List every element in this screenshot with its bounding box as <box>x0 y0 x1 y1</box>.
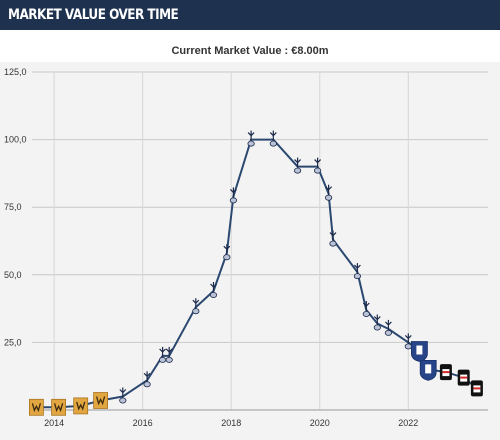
data-point <box>419 359 437 381</box>
line-layer <box>36 138 478 409</box>
cockerel-comb-icon <box>229 188 237 194</box>
data-point <box>209 282 218 298</box>
ball-icon <box>159 356 167 363</box>
ball-icon <box>269 140 277 147</box>
ball-icon <box>192 308 200 315</box>
ball-icon <box>294 167 302 174</box>
y-tick-label: 50,0 <box>4 270 22 280</box>
wolf-head-icon <box>76 401 86 411</box>
data-point <box>73 397 89 415</box>
cockerel-comb-icon <box>325 186 333 191</box>
ball-icon <box>143 381 151 388</box>
x-tick-label: 2014 <box>44 418 64 428</box>
data-point <box>165 346 173 363</box>
ball-icon <box>314 167 322 174</box>
cockerel-comb-icon <box>314 159 322 164</box>
ball-icon <box>353 273 361 280</box>
tower-icon <box>416 345 423 355</box>
data-point <box>223 244 231 261</box>
series-line <box>36 138 478 409</box>
cockerel-comb-icon <box>384 321 392 326</box>
data-point <box>410 341 428 362</box>
x-tick-label: 2016 <box>133 418 153 428</box>
data-point <box>439 364 452 381</box>
ball-icon <box>223 254 231 261</box>
crest-stripe-icon <box>442 371 450 374</box>
data-point <box>29 398 44 416</box>
data-point <box>362 301 370 317</box>
ball-icon <box>373 324 381 331</box>
data-point <box>269 130 277 147</box>
data-point <box>457 369 470 386</box>
cockerel-comb-icon <box>247 132 255 137</box>
x-tick-label: 2020 <box>310 418 330 428</box>
axis-layer: 25,0 50,0 75,0 100,0 125,0 2014 2016 2018 2020 20… <box>4 67 488 428</box>
data-point <box>51 398 66 416</box>
data-point <box>373 314 381 331</box>
ball-icon <box>362 311 370 317</box>
crest-stripe-icon <box>460 376 468 379</box>
data-point <box>353 263 361 280</box>
ball-icon <box>209 292 218 298</box>
y-tick-label: 100,0 <box>4 135 27 145</box>
wolf-head-icon <box>31 403 42 413</box>
data-point <box>470 380 483 397</box>
ball-icon <box>119 397 127 404</box>
data-point <box>314 157 322 174</box>
widget-header: MARKET VALUE OVER TIME <box>0 0 500 30</box>
cockerel-comb-icon <box>294 159 302 164</box>
x-tick-label: 2018 <box>221 418 241 428</box>
cockerel-comb-icon <box>159 348 167 353</box>
chart-subtitle: Current Market Value : €8.00m <box>171 45 329 57</box>
cockerel-comb-icon <box>269 132 277 137</box>
ball-icon <box>404 343 412 350</box>
x-tick-label: 2022 <box>398 418 418 428</box>
y-tick-label: 125,0 <box>4 67 27 77</box>
y-tick-label: 25,0 <box>4 337 22 347</box>
plot-background <box>0 62 500 440</box>
crest-stripe-icon <box>473 387 481 390</box>
y-tick-label: 75,0 <box>4 202 22 212</box>
ball-icon <box>384 329 392 336</box>
cockerel-comb-icon <box>210 283 217 288</box>
data-point <box>119 387 127 404</box>
data-point <box>294 157 302 174</box>
data-point <box>247 130 255 147</box>
data-point <box>229 187 237 204</box>
ball-icon <box>165 356 173 363</box>
cockerel-comb-icon <box>353 264 361 269</box>
cockerel-comb-icon <box>329 232 337 237</box>
tower-icon <box>425 364 432 374</box>
cockerel-comb-icon <box>223 245 231 251</box>
cockerel-comb-icon <box>373 316 381 321</box>
ball-icon <box>247 140 255 147</box>
data-point <box>404 333 412 350</box>
cockerel-comb-icon <box>192 299 200 305</box>
data-point <box>384 319 392 336</box>
data-point <box>192 298 200 315</box>
widget-title: MARKET VALUE OVER TIME <box>8 7 179 23</box>
ball-icon <box>325 194 333 201</box>
cockerel-comb-icon <box>404 334 412 340</box>
data-point <box>159 346 167 363</box>
data-point <box>143 371 151 388</box>
data-point <box>325 184 333 201</box>
ball-icon <box>229 197 237 204</box>
data-point <box>93 392 108 409</box>
point-layer <box>29 130 483 416</box>
wolf-head-icon <box>95 396 106 406</box>
cockerel-comb-icon <box>165 348 173 353</box>
data-point <box>329 230 337 247</box>
cockerel-comb-icon <box>119 389 127 394</box>
wolf-head-icon <box>53 403 64 413</box>
ball-icon <box>329 240 337 247</box>
cockerel-comb-icon <box>143 372 151 378</box>
cockerel-comb-icon <box>362 302 370 307</box>
